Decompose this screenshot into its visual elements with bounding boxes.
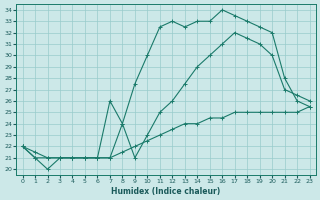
X-axis label: Humidex (Indice chaleur): Humidex (Indice chaleur) xyxy=(111,187,221,196)
